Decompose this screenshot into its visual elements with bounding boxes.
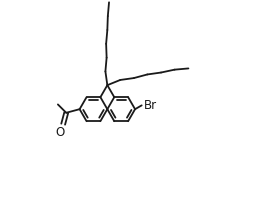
Text: Br: Br (144, 99, 157, 112)
Text: O: O (56, 126, 65, 139)
